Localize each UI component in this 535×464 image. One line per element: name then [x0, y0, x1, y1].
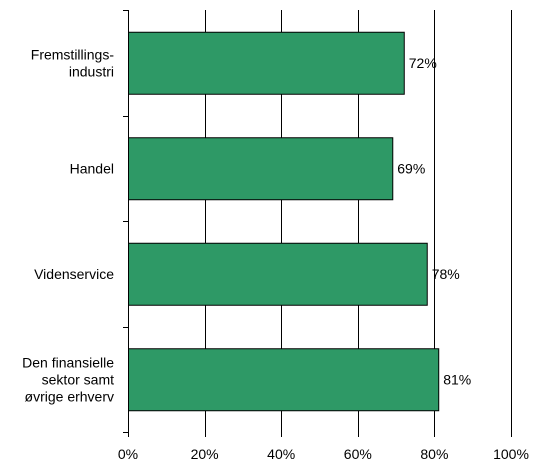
category-label-line: Handel	[70, 160, 114, 176]
category-labels: Fremstillings-industri Handel Videnservice…	[22, 46, 114, 404]
category-label-line: øvrige erhverv	[25, 388, 114, 404]
x-tick-label-20: 20%	[191, 446, 219, 462]
x-tick-labels: 0% 20% 40% 60% 80% 100%	[118, 446, 529, 462]
x-tick-label-80: 80%	[420, 446, 448, 462]
data-label-3: 81%	[443, 371, 471, 387]
data-label-0: 72%	[409, 55, 437, 71]
bar-2	[128, 242, 428, 306]
category-label-line: sektor samt	[42, 371, 114, 387]
data-labels: 72% 69% 78% 81%	[397, 55, 471, 388]
category-label-line: Fremstillings-	[31, 46, 115, 62]
x-tick-label-40: 40%	[267, 446, 295, 462]
data-label-1: 69%	[397, 160, 425, 176]
category-label-line: Den finansielle	[22, 354, 114, 370]
bar-3	[128, 348, 440, 412]
data-label-2: 78%	[432, 266, 460, 282]
category-label-3: Den finansielle sektor samt øvrige erhverv	[22, 354, 114, 404]
category-label-1: Handel	[70, 160, 114, 176]
category-label-0: Fremstillings-industri	[31, 46, 115, 79]
axes	[123, 10, 512, 437]
bars	[128, 31, 440, 412]
x-tick-label-60: 60%	[344, 446, 372, 462]
x-tick-label-0: 0%	[118, 446, 138, 462]
bar-1	[128, 137, 394, 201]
category-label-line: Videnservice	[34, 266, 114, 282]
category-label-line: industri	[69, 63, 114, 79]
bar-0	[128, 31, 405, 95]
x-tick-label-100: 100%	[493, 446, 529, 462]
category-label-2: Videnservice	[34, 266, 114, 282]
